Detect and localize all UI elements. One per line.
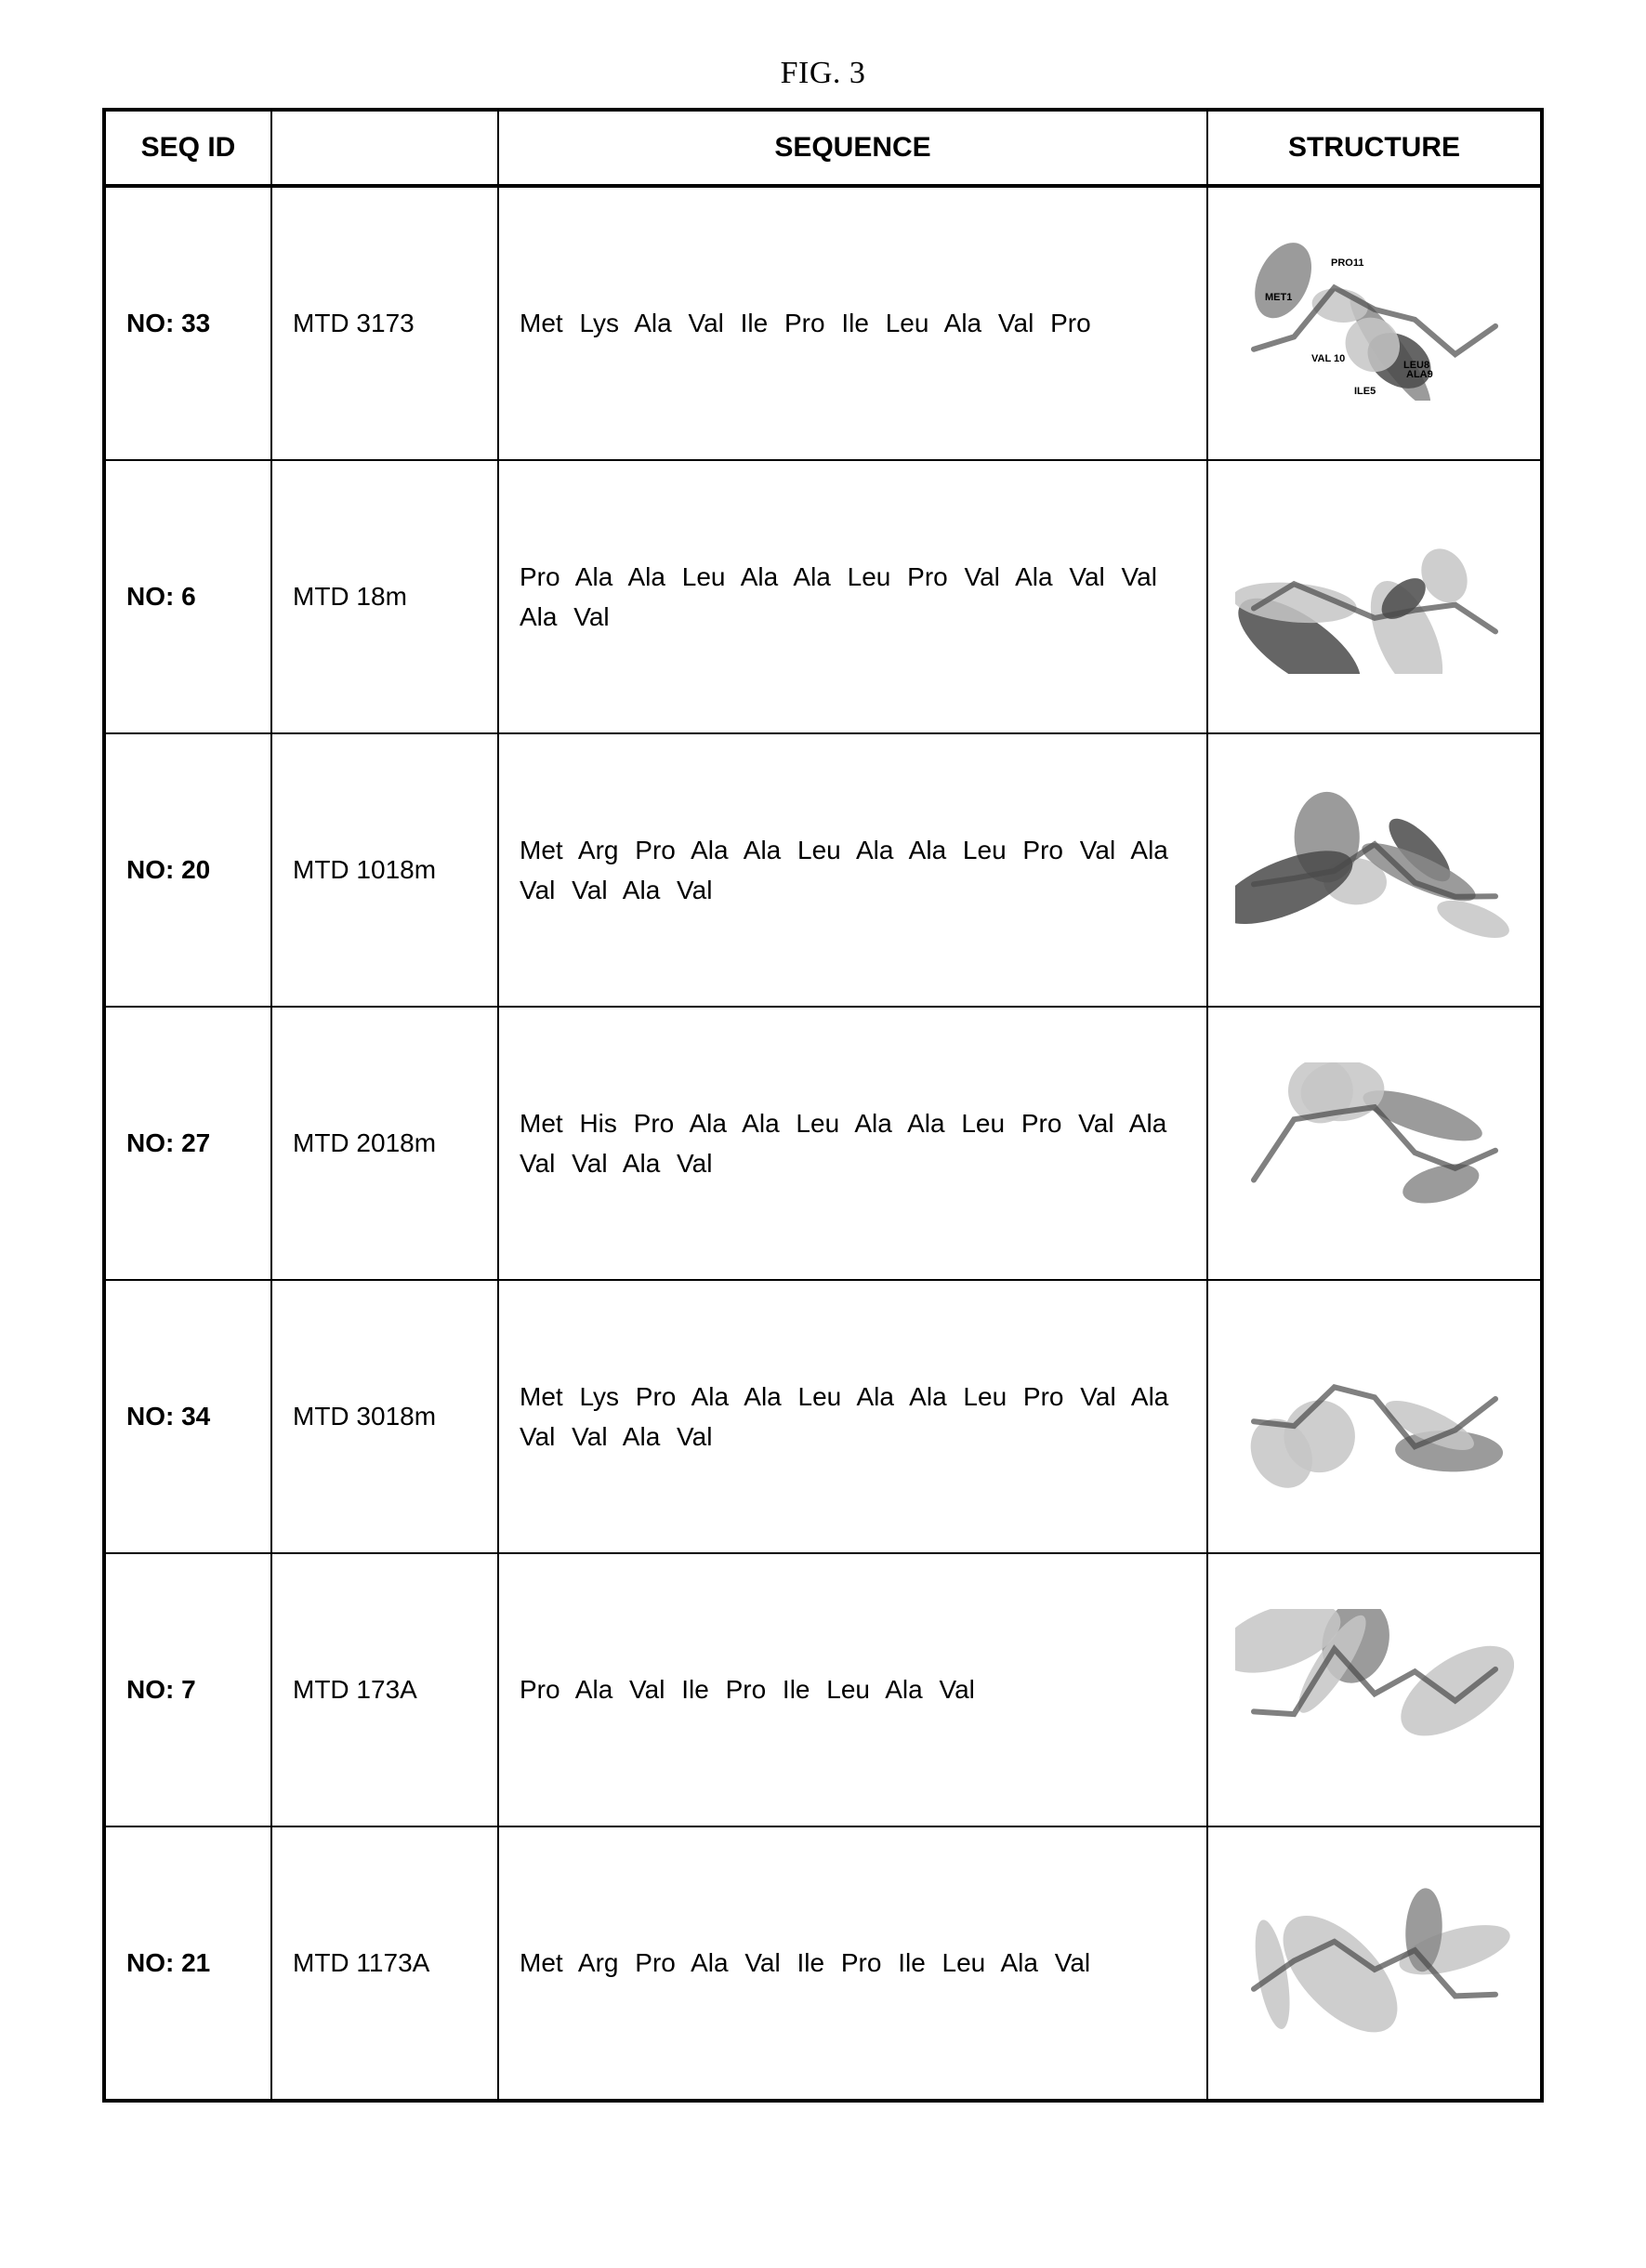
header-seq-id: SEQ ID bbox=[104, 110, 271, 186]
cell-mtd: MTD 3173 bbox=[271, 186, 498, 460]
cell-mtd: MTD 173A bbox=[271, 1553, 498, 1826]
sequence-table: SEQ ID SEQUENCE STRUCTURE NO: 33MTD 3173… bbox=[102, 108, 1544, 2103]
cell-sequence: Pro Ala Val Ile Pro Ile Leu Ala Val bbox=[498, 1553, 1207, 1826]
cell-seq-id: NO: 21 bbox=[104, 1826, 271, 2101]
cell-seq-id: NO: 6 bbox=[104, 460, 271, 733]
table-body: NO: 33MTD 3173Met Lys Ala Val Ile Pro Il… bbox=[104, 186, 1542, 2101]
table-row: NO: 34MTD 3018mMet Lys Pro Ala Ala Leu A… bbox=[104, 1280, 1542, 1553]
protein-structure-icon bbox=[1235, 516, 1514, 674]
table-row: NO: 21MTD 1173AMet Arg Pro Ala Val Ile P… bbox=[104, 1826, 1542, 2101]
cell-seq-id: NO: 7 bbox=[104, 1553, 271, 1826]
cell-seq-id: NO: 34 bbox=[104, 1280, 271, 1553]
cell-sequence: Met Arg Pro Ala Val Ile Pro Ile Leu Ala … bbox=[498, 1826, 1207, 2101]
cell-structure bbox=[1207, 460, 1542, 733]
table-row: NO: 20MTD 1018mMet Arg Pro Ala Ala Leu A… bbox=[104, 733, 1542, 1007]
cell-seq-id: NO: 20 bbox=[104, 733, 271, 1007]
protein-structure-icon: PRO11VAL 10ALA9ILE5LEU8MET1 bbox=[1235, 243, 1514, 401]
svg-text:PRO11: PRO11 bbox=[1331, 257, 1363, 269]
cell-sequence: Met Arg Pro Ala Ala Leu Ala Ala Leu Pro … bbox=[498, 733, 1207, 1007]
cell-structure bbox=[1207, 1280, 1542, 1553]
protein-structure-icon bbox=[1235, 1336, 1514, 1494]
cell-seq-id: NO: 33 bbox=[104, 186, 271, 460]
protein-structure-icon bbox=[1235, 1062, 1514, 1220]
table-row: NO: 6MTD 18mPro Ala Ala Leu Ala Ala Leu … bbox=[104, 460, 1542, 733]
protein-structure-icon bbox=[1235, 1882, 1514, 2040]
cell-sequence: Pro Ala Ala Leu Ala Ala Leu Pro Val Ala … bbox=[498, 460, 1207, 733]
header-mtd bbox=[271, 110, 498, 186]
cell-mtd: MTD 1018m bbox=[271, 733, 498, 1007]
cell-mtd: MTD 18m bbox=[271, 460, 498, 733]
cell-seq-id: NO: 27 bbox=[104, 1007, 271, 1280]
protein-structure-icon bbox=[1235, 789, 1514, 947]
svg-text:ILE5: ILE5 bbox=[1354, 386, 1376, 397]
svg-text:VAL 10: VAL 10 bbox=[1311, 353, 1345, 364]
cell-structure: PRO11VAL 10ALA9ILE5LEU8MET1 bbox=[1207, 186, 1542, 460]
table-row: NO: 27MTD 2018mMet His Pro Ala Ala Leu A… bbox=[104, 1007, 1542, 1280]
cell-mtd: MTD 3018m bbox=[271, 1280, 498, 1553]
table-header-row: SEQ ID SEQUENCE STRUCTURE bbox=[104, 110, 1542, 186]
table-row: NO: 7MTD 173APro Ala Val Ile Pro Ile Leu… bbox=[104, 1553, 1542, 1826]
cell-structure bbox=[1207, 1826, 1542, 2101]
cell-structure bbox=[1207, 1007, 1542, 1280]
cell-mtd: MTD 2018m bbox=[271, 1007, 498, 1280]
svg-text:LEU8: LEU8 bbox=[1403, 360, 1429, 371]
svg-text:MET1: MET1 bbox=[1265, 292, 1292, 303]
cell-sequence: Met Lys Pro Ala Ala Leu Ala Ala Leu Pro … bbox=[498, 1280, 1207, 1553]
cell-structure bbox=[1207, 1553, 1542, 1826]
cell-structure bbox=[1207, 733, 1542, 1007]
protein-structure-icon bbox=[1235, 1609, 1514, 1767]
cell-sequence: Met Lys Ala Val Ile Pro Ile Leu Ala Val … bbox=[498, 186, 1207, 460]
cell-sequence: Met His Pro Ala Ala Leu Ala Ala Leu Pro … bbox=[498, 1007, 1207, 1280]
header-structure: STRUCTURE bbox=[1207, 110, 1542, 186]
header-sequence: SEQUENCE bbox=[498, 110, 1207, 186]
figure-label: FIG. 3 bbox=[102, 56, 1544, 91]
table-row: NO: 33MTD 3173Met Lys Ala Val Ile Pro Il… bbox=[104, 186, 1542, 460]
cell-mtd: MTD 1173A bbox=[271, 1826, 498, 2101]
